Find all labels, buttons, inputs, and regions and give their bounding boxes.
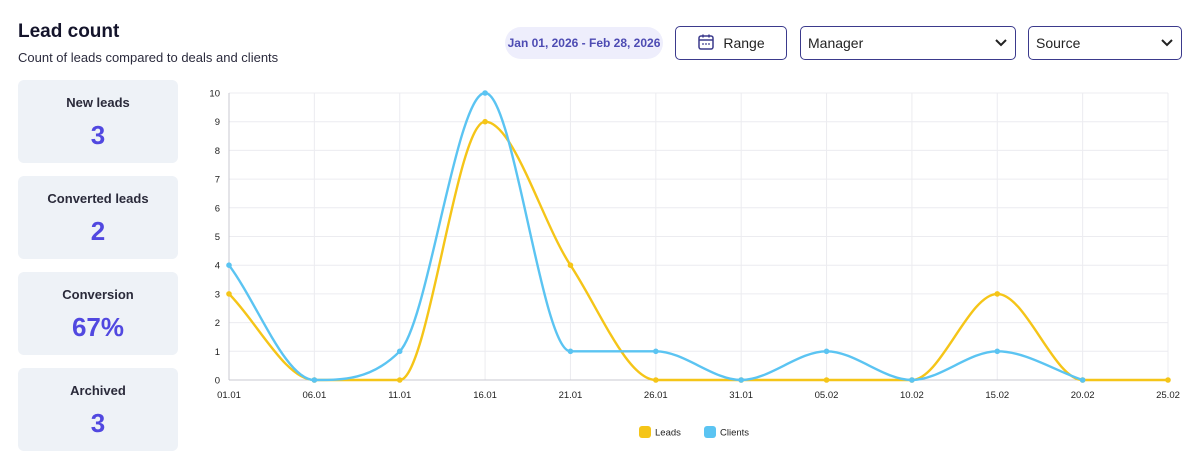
- data-point-leads: [653, 377, 659, 383]
- stat-label: Conversion: [62, 287, 134, 302]
- y-tick-label: 4: [215, 261, 220, 272]
- x-tick-label: 05.02: [815, 390, 839, 401]
- series-line-leads: [228, 120, 1168, 382]
- data-point-leads: [482, 118, 488, 125]
- x-tick-label: 20.02: [1071, 390, 1095, 401]
- stat-card-new-leads: New leads 3: [18, 80, 178, 163]
- x-tick-label: 21.01: [559, 390, 583, 401]
- x-tick-label: 11.01: [388, 390, 411, 401]
- y-tick-label: 9: [215, 117, 220, 128]
- data-point-leads: [396, 377, 403, 383]
- x-tick-label: 06.01: [302, 390, 326, 401]
- data-point-clients: [396, 348, 403, 355]
- y-tick-label: 10: [209, 89, 220, 100]
- page-title: Lead count: [18, 21, 120, 42]
- x-tick-label: 15.02: [985, 390, 1009, 401]
- x-tick-label: 31.01: [729, 390, 753, 401]
- data-point-clients: [482, 90, 488, 96]
- y-tick-label: 5: [215, 232, 220, 243]
- x-tick-label: 10.02: [900, 390, 924, 401]
- y-tick-label: 0: [215, 376, 220, 387]
- data-point-leads: [567, 262, 574, 269]
- stat-label: Archived: [70, 383, 126, 398]
- x-tick-label: 26.01: [644, 390, 668, 401]
- stat-label: New leads: [66, 95, 130, 110]
- chevron-down-icon: [1160, 35, 1174, 51]
- stat-label: Converted leads: [47, 191, 149, 206]
- range-button-label: Range: [723, 35, 765, 51]
- y-tick-label: 2: [215, 318, 220, 329]
- data-point-clients: [823, 348, 830, 355]
- legend-label-clients: Clients: [720, 428, 749, 439]
- legend-swatch-leads: [639, 426, 651, 438]
- y-tick-label: 1: [215, 347, 220, 358]
- data-point-clients: [567, 348, 574, 355]
- y-tick-label: 6: [215, 203, 220, 214]
- calendar-icon: [697, 33, 715, 54]
- x-tick-label: 25.02: [1156, 390, 1180, 401]
- data-point-clients: [311, 377, 318, 383]
- data-point-leads: [823, 377, 830, 383]
- data-point-clients: [994, 348, 1001, 355]
- legend-label-leads: Leads: [655, 428, 681, 439]
- y-tick-label: 7: [215, 175, 220, 186]
- manager-select-value: Manager: [808, 35, 864, 51]
- data-point-clients: [909, 377, 915, 383]
- stat-card-archived: Archived 3: [18, 368, 178, 451]
- data-point-clients: [738, 377, 744, 383]
- data-point-leads: [994, 291, 1001, 297]
- data-point-clients: [653, 348, 659, 355]
- stat-value: 3: [90, 120, 106, 150]
- source-select[interactable]: Source: [1028, 26, 1182, 60]
- stat-card-conversion: Conversion 67%: [18, 272, 178, 355]
- stat-value: 67%: [71, 312, 125, 342]
- data-point-leads: [226, 291, 232, 297]
- stat-card-converted-leads: Converted leads 2: [18, 176, 178, 259]
- stat-value: 3: [90, 408, 106, 438]
- x-tick-label: 16.01: [473, 390, 497, 401]
- x-tick-label: 01.01: [217, 390, 241, 401]
- legend-swatch-clients: [704, 426, 716, 438]
- date-range-text: Jan 01, 2026 - Feb 28, 2026: [507, 36, 661, 50]
- data-point-leads: [1165, 377, 1171, 383]
- manager-select[interactable]: Manager: [800, 26, 1016, 60]
- y-tick-label: 8: [215, 146, 220, 157]
- y-tick-label: 3: [215, 289, 220, 300]
- range-button[interactable]: Range: [675, 26, 787, 60]
- chevron-down-icon: [994, 35, 1008, 51]
- stat-value: 2: [90, 216, 106, 246]
- source-select-value: Source: [1036, 35, 1081, 51]
- data-point-clients: [226, 262, 232, 269]
- date-range-badge[interactable]: Jan 01, 2026 - Feb 28, 2026: [505, 27, 663, 59]
- page-subtitle: Count of leads compared to deals and cli…: [18, 50, 279, 65]
- data-point-clients: [1079, 377, 1086, 383]
